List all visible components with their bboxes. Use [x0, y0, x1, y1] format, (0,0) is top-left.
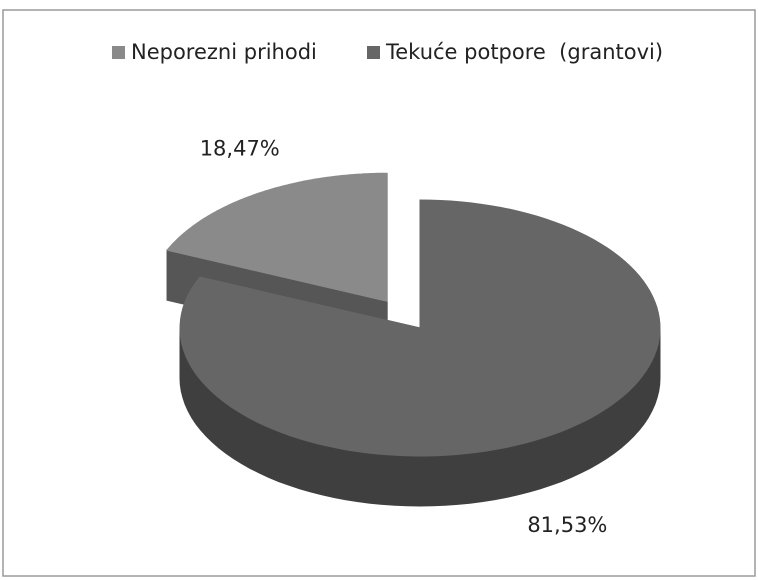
slice-top [166, 172, 388, 302]
legend-label: Tekuće potpore (grantovi) [385, 40, 663, 64]
slice-top [179, 199, 661, 457]
data-label: 18,47% [200, 136, 280, 160]
legend-swatch [112, 46, 125, 59]
legend-label: Neporezni prihodi [131, 40, 317, 64]
legend-swatch [367, 46, 380, 59]
data-label: 81,53% [527, 513, 607, 537]
